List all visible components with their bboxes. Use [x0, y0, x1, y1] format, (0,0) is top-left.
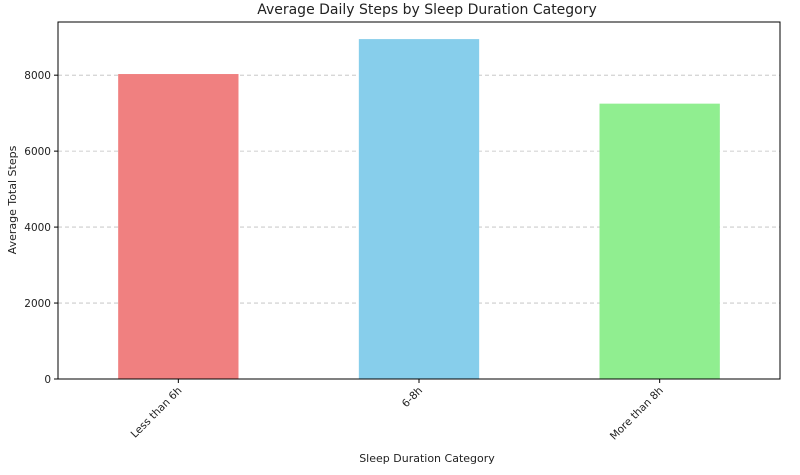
y-axis-label: Average Total Steps — [6, 145, 19, 254]
y-tick-label: 4000 — [24, 222, 51, 234]
x-tick-label: 6-8h — [400, 385, 425, 410]
chart-title: Average Daily Steps by Sleep Duration Ca… — [257, 2, 597, 18]
y-tick-label: 8000 — [24, 70, 51, 82]
x-tick-label: More than 8h — [608, 385, 666, 443]
bar — [358, 39, 480, 380]
y-tick-label: 2000 — [24, 298, 51, 310]
x-tick-label: Less than 6h — [129, 385, 185, 441]
x-axis-label: Sleep Duration Category — [359, 452, 495, 465]
bars — [118, 39, 720, 380]
x-axis-ticks: Less than 6h 6-8h More than 8h — [129, 379, 666, 443]
y-tick-label: 0 — [44, 374, 51, 386]
y-tick-label: 6000 — [24, 146, 51, 158]
bar — [118, 74, 239, 379]
y-axis-ticks: 0 2000 4000 6000 8000 — [24, 70, 58, 386]
bar — [599, 103, 720, 379]
